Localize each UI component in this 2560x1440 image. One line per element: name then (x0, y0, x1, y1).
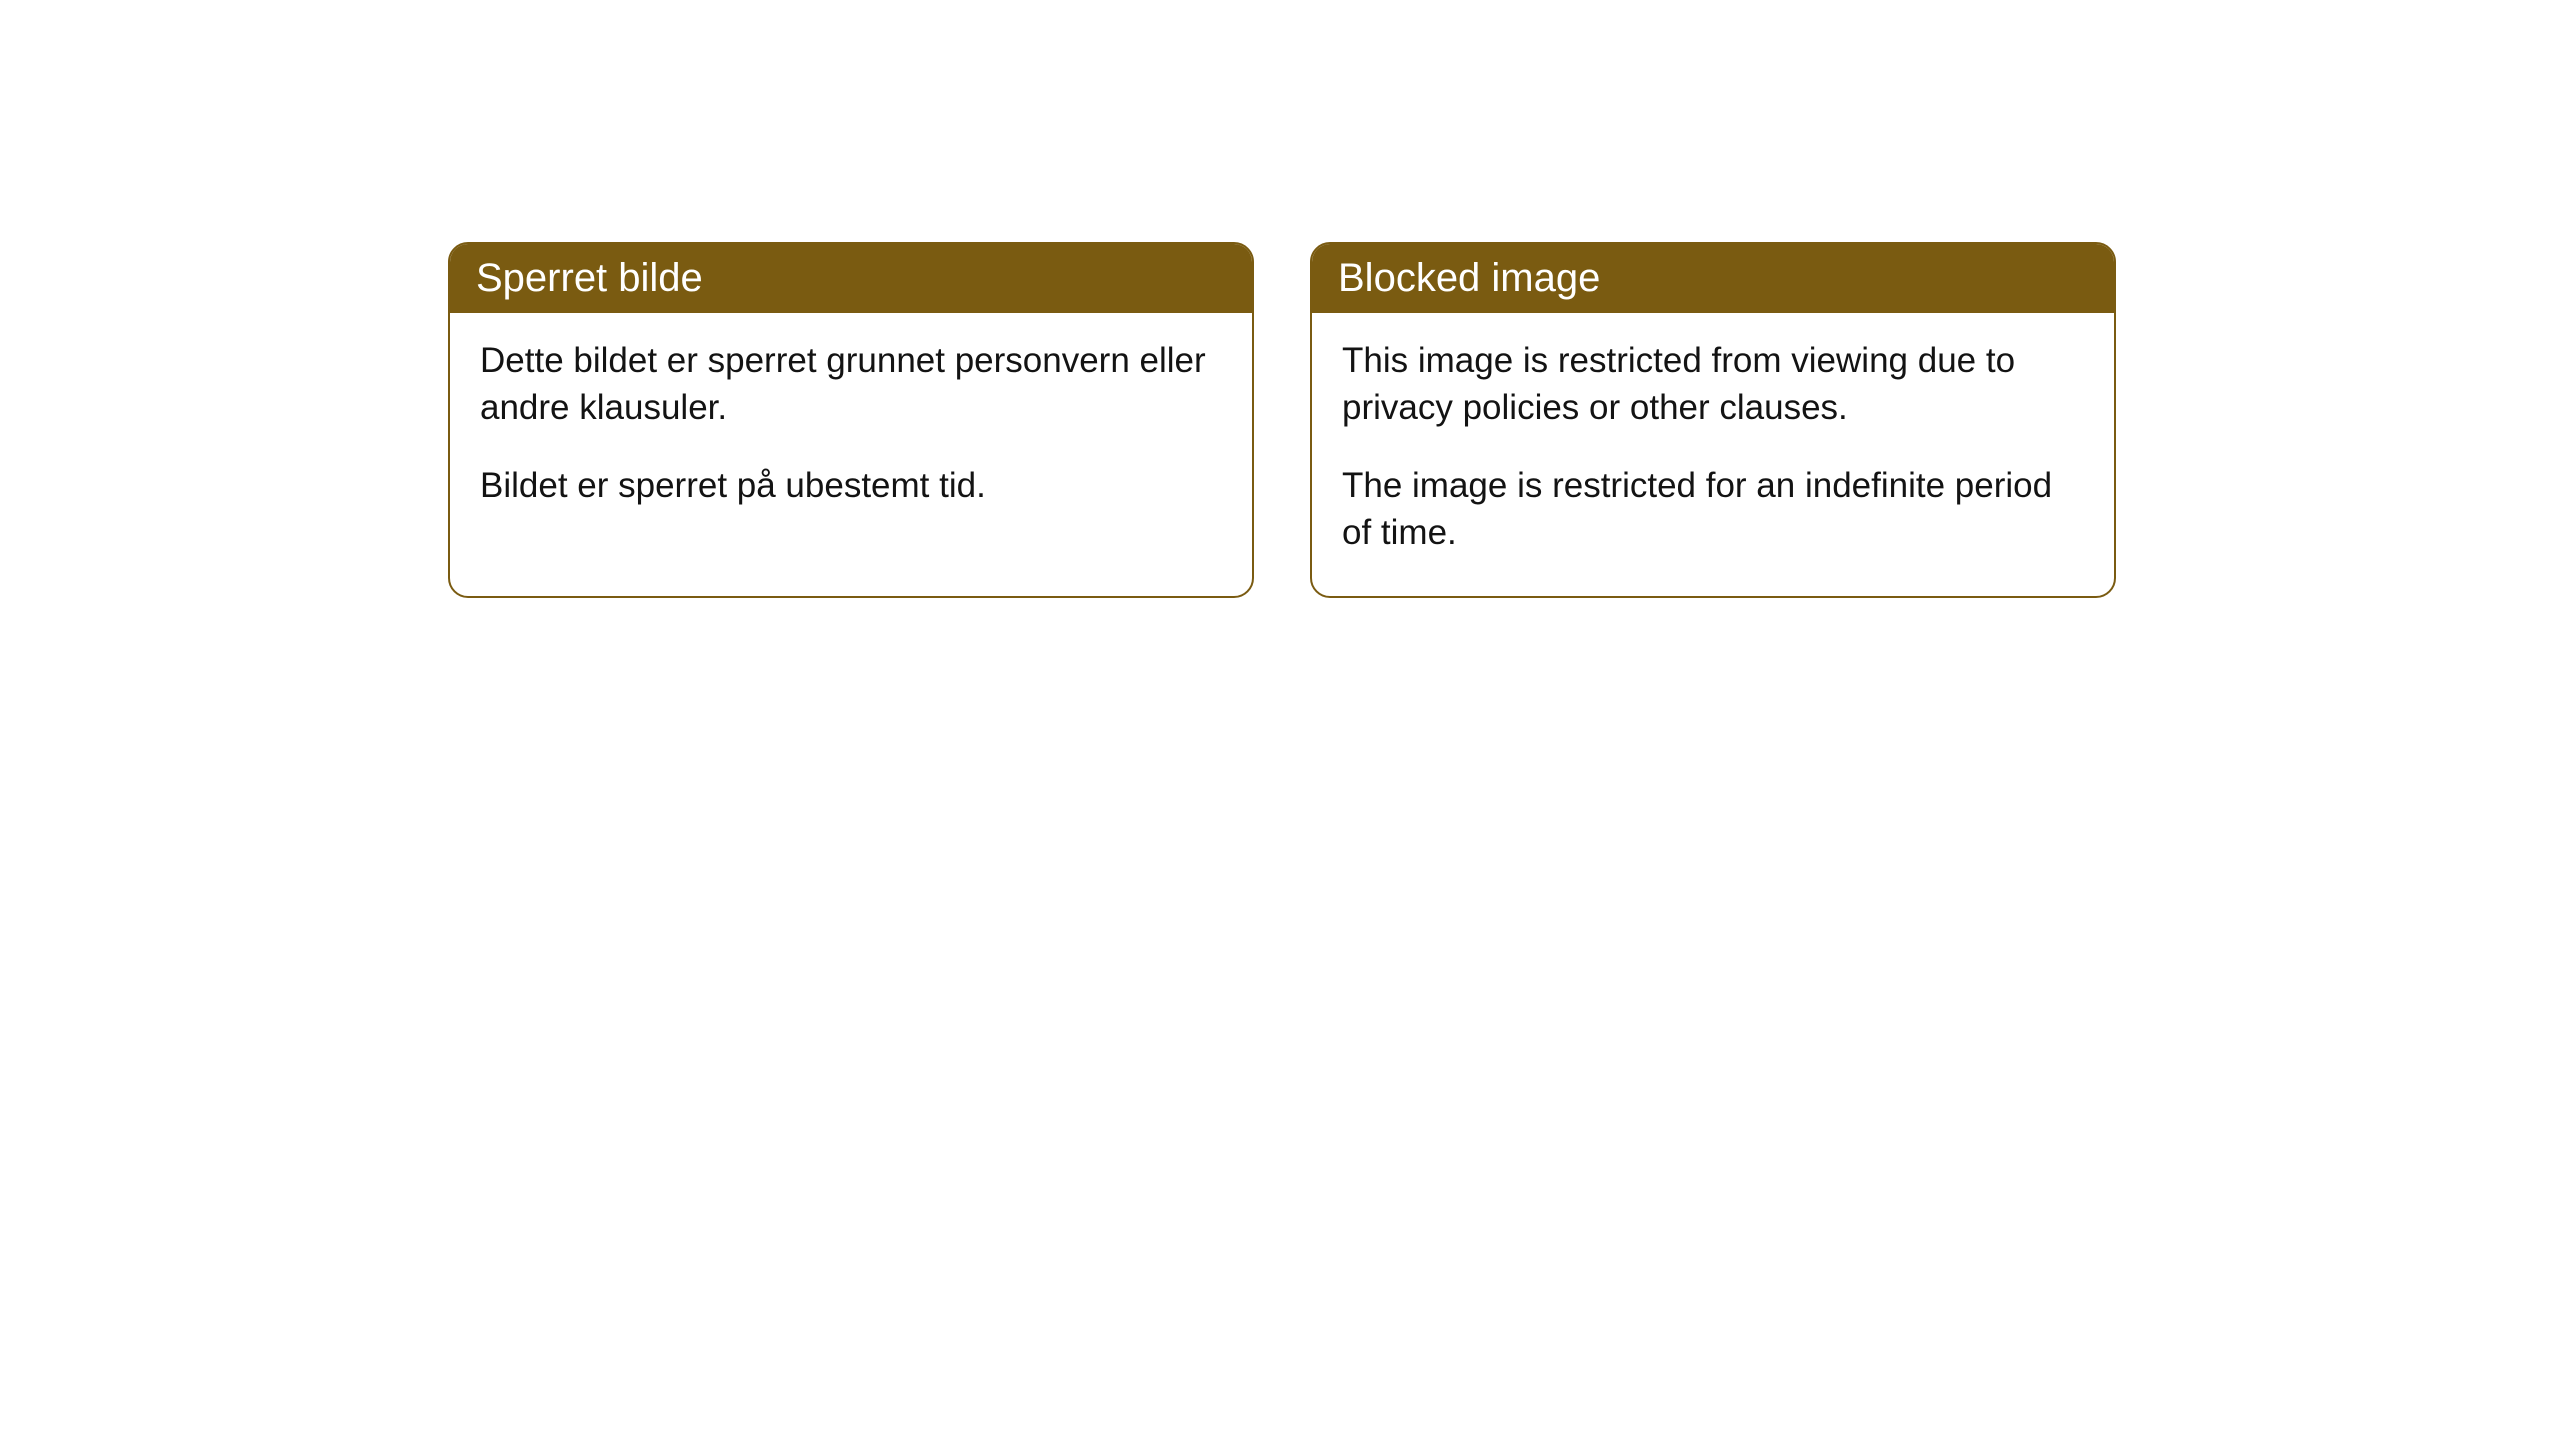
blocked-image-card-norwegian: Sperret bilde Dette bildet er sperret gr… (448, 242, 1254, 598)
notice-text-english-2: The image is restricted for an indefinit… (1342, 462, 2084, 557)
card-header-norwegian: Sperret bilde (450, 244, 1252, 313)
notice-text-norwegian-1: Dette bildet er sperret grunnet personve… (480, 337, 1222, 432)
notice-text-norwegian-2: Bildet er sperret på ubestemt tid. (480, 462, 1222, 509)
notice-text-english-1: This image is restricted from viewing du… (1342, 337, 2084, 432)
card-body-norwegian: Dette bildet er sperret grunnet personve… (450, 313, 1252, 549)
blocked-image-card-english: Blocked image This image is restricted f… (1310, 242, 2116, 598)
card-header-english: Blocked image (1312, 244, 2114, 313)
card-body-english: This image is restricted from viewing du… (1312, 313, 2114, 596)
notice-container: Sperret bilde Dette bildet er sperret gr… (0, 0, 2560, 598)
